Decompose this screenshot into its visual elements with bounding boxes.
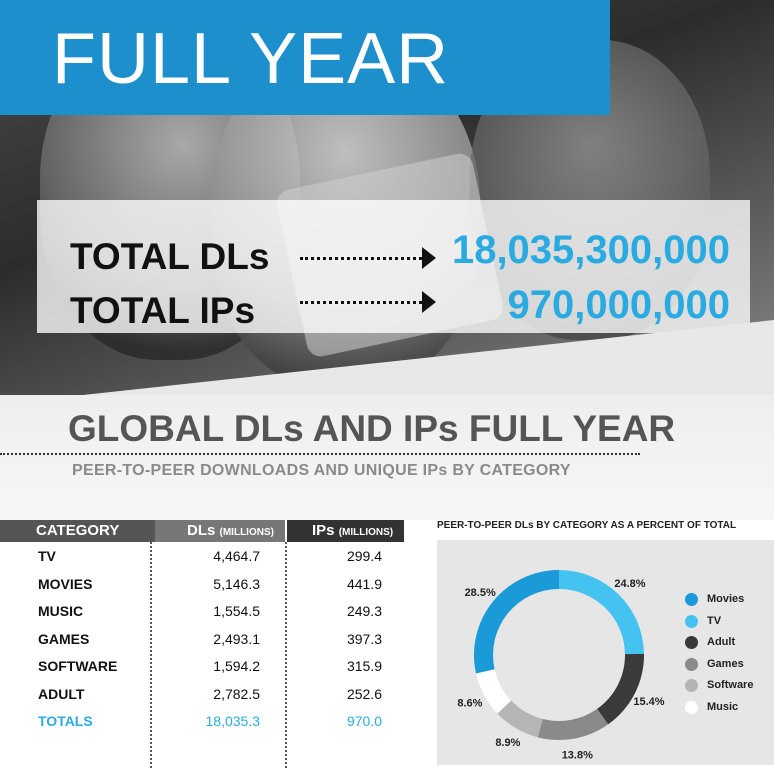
donut-slice-adult <box>597 653 644 725</box>
legend-label: Music <box>707 700 739 713</box>
donut-label-tv: 24.8% <box>614 578 645 590</box>
dotted-arrow-line <box>300 301 428 304</box>
donut-slice-music <box>476 669 512 714</box>
donut-label-adult: 15.4% <box>633 696 664 708</box>
cell-ips: 970.0 <box>346 713 382 729</box>
donut-label-music: 8.6% <box>457 698 482 710</box>
cell-dls: 4,464.7 <box>213 548 260 564</box>
category-table: CATEGORY DLs (MILLIONS) IPs (MILLIONS) T… <box>0 520 420 772</box>
donut-title: PEER-TO-PEER DLs BY CATEGORY AS A PERCEN… <box>437 520 737 531</box>
table-row: TV 4,464.7 299.4 <box>0 544 420 571</box>
column-divider <box>285 542 287 768</box>
donut-label-software: 8.9% <box>495 737 520 749</box>
legend-swatch <box>685 636 698 649</box>
table-row: MOVIES 5,146.3 441.9 <box>0 572 420 599</box>
table-row: SOFTWARE 1,594.2 315.9 <box>0 654 420 681</box>
legend-swatch <box>685 593 698 606</box>
cell-ips: 249.3 <box>346 603 382 619</box>
table-row: GAMES 2,493.1 397.3 <box>0 627 420 654</box>
header-ips-unit: (MILLIONS) <box>338 527 394 538</box>
total-ips-label: TOTAL IPs <box>70 290 256 331</box>
total-ips-value: 970,000,000 <box>507 283 730 327</box>
legend-label: TV <box>707 614 722 627</box>
section-background <box>0 395 774 520</box>
legend-swatch <box>685 657 698 671</box>
header-category-label: CATEGORY <box>36 522 120 539</box>
legend-label: Movies <box>707 593 745 605</box>
totals-row: TOTALS 18,035.3 970.0 <box>0 709 420 736</box>
cell-dls: 1,554.5 <box>213 603 260 619</box>
header-ips-text: IPs <box>312 522 335 539</box>
legend-swatch <box>685 679 698 692</box>
cell-dls: 18,035.3 <box>205 713 261 729</box>
cell-category: TOTALS <box>38 713 93 729</box>
table-row: MUSIC 1,554.5 249.3 <box>0 599 420 626</box>
table-header-dls: DLs (MILLIONS) <box>155 520 285 542</box>
total-dls-value: 18,035,300,000 <box>451 228 730 272</box>
cell-ips: 441.9 <box>346 575 382 592</box>
legend-label: Software <box>707 679 754 691</box>
dotted-arrow-line <box>300 257 428 260</box>
header-dls-label: DLs (MILLIONS) <box>187 520 274 544</box>
donut-chart: 28.5% 24.8% 15.4% 13.8% 8.9% 8.6% <box>457 570 665 761</box>
cell-ips: 252.6 <box>346 685 382 702</box>
header-ips-label: IPs (MILLIONS) <box>312 520 393 544</box>
header-dls-text: DLs <box>187 522 216 539</box>
cell-ips: 315.9 <box>346 658 382 674</box>
cell-category: MOVIES <box>38 575 93 592</box>
table-row: ADULT 2,782.5 252.6 <box>0 682 420 709</box>
cell-category: GAMES <box>38 630 90 647</box>
legend-label: Games <box>707 657 744 670</box>
donut-slice-games <box>537 708 609 740</box>
section-subtitle: PEER-TO-PEER DOWNLOADS AND UNIQUE IPs BY… <box>72 462 571 479</box>
column-divider <box>150 542 152 768</box>
cell-dls: 5,146.3 <box>213 575 260 592</box>
title-band <box>0 0 610 115</box>
total-dls-label: TOTAL DLs <box>70 236 270 277</box>
cell-dls: 2,493.1 <box>213 630 260 647</box>
cell-category: TV <box>38 548 56 564</box>
legend-label: Adult <box>707 636 736 648</box>
table-header-ips: IPs (MILLIONS) <box>287 520 404 542</box>
cell-dls: 2,782.5 <box>213 685 260 702</box>
cell-ips: 397.3 <box>346 630 382 647</box>
header-dls-unit: (MILLIONS) <box>219 527 274 538</box>
donut-panel: 28.5% 24.8% 15.4% 13.8% 8.9% 8.6% Movies TV Adu… <box>437 540 774 765</box>
cell-category: MUSIC <box>38 603 84 619</box>
arrow-icon <box>422 247 436 269</box>
table-header-category: CATEGORY <box>0 520 155 542</box>
page-title: FULL YEAR <box>52 19 450 99</box>
donut-slice-tv <box>559 570 644 655</box>
cell-category: SOFTWARE <box>38 658 118 674</box>
totals-panel <box>37 200 750 333</box>
cell-category: ADULT <box>38 685 85 702</box>
cell-dls: 1,594.2 <box>213 658 260 674</box>
donut-label-movies: 28.5% <box>465 587 496 599</box>
legend-swatch <box>685 700 698 714</box>
dotted-divider <box>0 453 640 455</box>
donut-slice-movies <box>474 570 559 674</box>
section-title: GLOBAL DLs AND IPs FULL YEAR <box>68 408 676 449</box>
donut-slice-software <box>497 700 543 738</box>
cell-ips: 299.4 <box>346 548 382 564</box>
donut-label-games: 13.8% <box>562 749 593 761</box>
legend-swatch <box>685 614 698 628</box>
arrow-icon <box>422 291 436 313</box>
